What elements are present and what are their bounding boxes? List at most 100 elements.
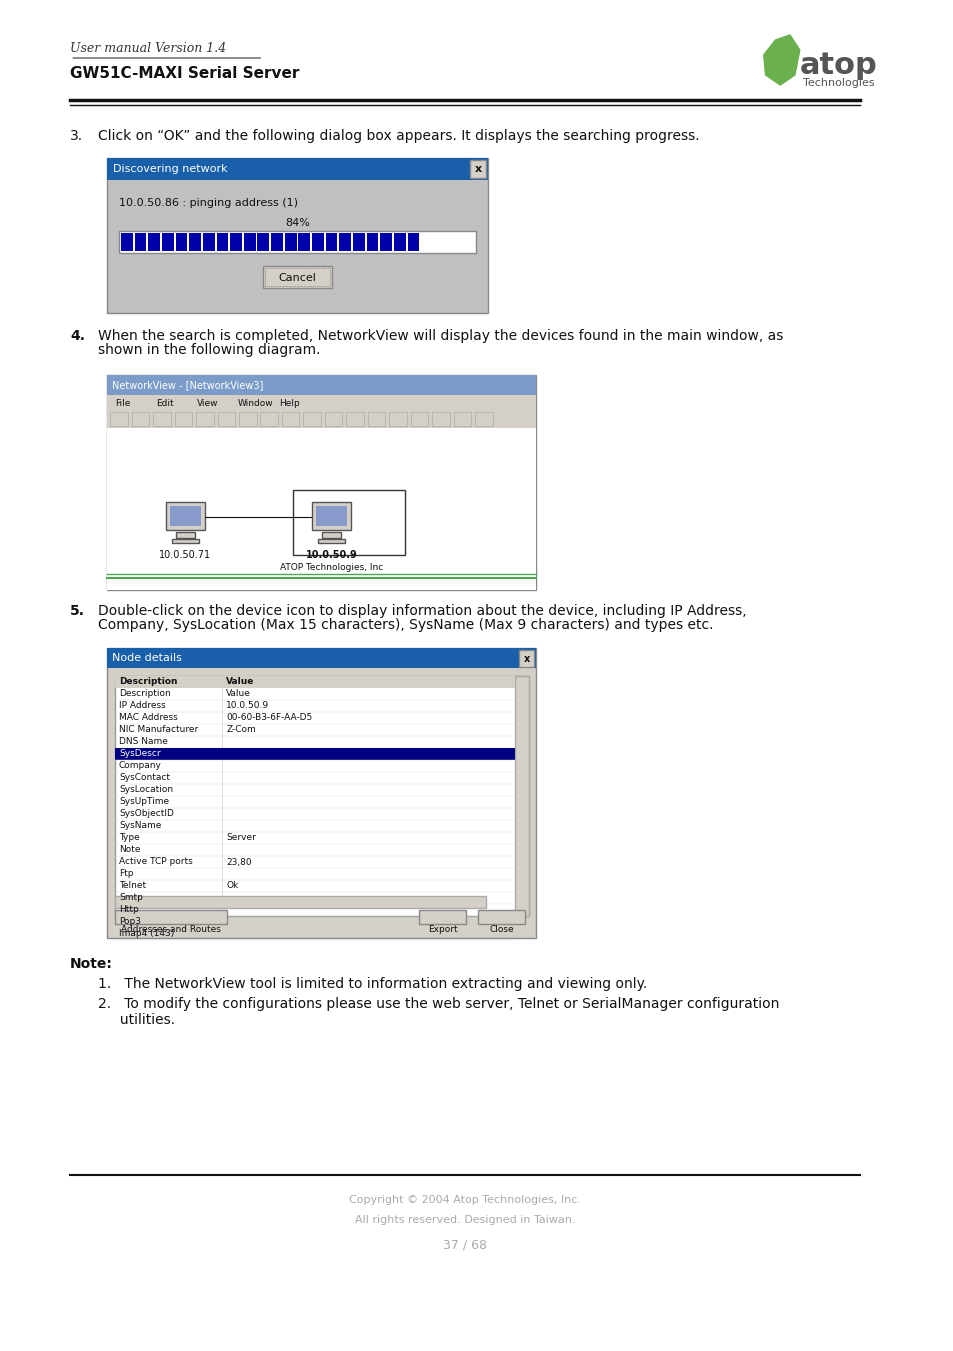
- Bar: [271, 232, 282, 251]
- Text: Smtp: Smtp: [119, 893, 143, 902]
- Bar: [111, 412, 128, 426]
- Bar: [475, 412, 492, 426]
- Text: Value: Value: [226, 689, 251, 698]
- Text: Z-Com: Z-Com: [226, 725, 255, 735]
- Bar: [346, 412, 363, 426]
- Text: 00-60-B3-6F-AA-D5: 00-60-B3-6F-AA-D5: [226, 713, 313, 723]
- Bar: [107, 409, 536, 428]
- Text: File: File: [115, 399, 131, 408]
- Text: DNS Name: DNS Name: [119, 738, 168, 747]
- Text: SysContact: SysContact: [119, 774, 170, 782]
- Bar: [515, 676, 528, 916]
- Bar: [162, 232, 173, 251]
- Bar: [325, 232, 337, 251]
- Text: User manual Version 1.4: User manual Version 1.4: [71, 42, 226, 55]
- Bar: [115, 911, 227, 924]
- Text: ATOP Technologies, Inc: ATOP Technologies, Inc: [279, 562, 383, 571]
- Text: 2.   To modify the configurations please use the web server, Telnet or SerialMan: 2. To modify the configurations please u…: [97, 997, 778, 1011]
- Text: x: x: [523, 654, 529, 663]
- Bar: [107, 376, 536, 590]
- Text: Addresses and Routes: Addresses and Routes: [121, 925, 220, 935]
- Bar: [281, 412, 299, 426]
- Bar: [339, 232, 351, 251]
- Bar: [107, 648, 536, 667]
- Bar: [366, 232, 378, 251]
- Text: View: View: [197, 399, 218, 408]
- Text: Edit: Edit: [156, 399, 173, 408]
- Text: Export: Export: [428, 925, 457, 935]
- Text: Company, SysLocation (Max 15 characters), SysName (Max 9 characters) and types e: Company, SysLocation (Max 15 characters)…: [97, 617, 712, 632]
- Bar: [317, 539, 345, 543]
- Text: Http: Http: [119, 905, 138, 915]
- Bar: [175, 232, 187, 251]
- Text: Window: Window: [237, 399, 274, 408]
- Bar: [432, 412, 449, 426]
- Bar: [153, 412, 171, 426]
- Text: SysDescr: SysDescr: [119, 750, 160, 758]
- Bar: [238, 412, 256, 426]
- Text: Active TCP ports: Active TCP ports: [119, 858, 193, 866]
- Text: SysName: SysName: [119, 821, 161, 831]
- Text: When the search is completed, NetworkView will display the devices found in the : When the search is completed, NetworkVie…: [97, 330, 782, 343]
- Bar: [166, 503, 205, 530]
- Text: 10.0.50.9: 10.0.50.9: [305, 550, 357, 561]
- Bar: [353, 232, 364, 251]
- Bar: [367, 412, 385, 426]
- Text: Note: Note: [119, 846, 140, 854]
- Text: Imap4 (143): Imap4 (143): [119, 929, 174, 939]
- Text: 5.: 5.: [71, 604, 85, 617]
- Bar: [453, 412, 471, 426]
- Text: Note:: Note:: [71, 957, 113, 971]
- Text: Copyright © 2004 Atop Technologies, Inc.: Copyright © 2004 Atop Technologies, Inc.: [349, 1196, 580, 1205]
- Text: 1.   The NetworkView tool is limited to information extracting and viewing only.: 1. The NetworkView tool is limited to in…: [97, 977, 646, 992]
- Text: 4.: 4.: [71, 330, 85, 343]
- Text: IP Address: IP Address: [119, 701, 166, 711]
- Text: Telnet: Telnet: [119, 881, 146, 890]
- Text: All rights reserved. Designed in Taiwan.: All rights reserved. Designed in Taiwan.: [355, 1215, 575, 1225]
- Text: Value: Value: [226, 677, 254, 686]
- Bar: [312, 232, 323, 251]
- Bar: [410, 412, 428, 426]
- Bar: [107, 376, 536, 394]
- Text: 3.: 3.: [71, 128, 83, 143]
- Bar: [172, 539, 199, 543]
- Bar: [285, 232, 296, 251]
- Bar: [230, 232, 242, 251]
- Bar: [303, 412, 320, 426]
- Bar: [107, 394, 536, 409]
- Text: 10.0.50.71: 10.0.50.71: [159, 550, 212, 561]
- Text: NIC Manufacturer: NIC Manufacturer: [119, 725, 198, 735]
- Text: NetworkView - [NetworkView3]: NetworkView - [NetworkView3]: [112, 380, 263, 390]
- Bar: [257, 232, 269, 251]
- Text: SysUpTime: SysUpTime: [119, 797, 169, 807]
- Bar: [321, 532, 341, 538]
- Text: SysLocation: SysLocation: [119, 785, 172, 794]
- Text: Company: Company: [119, 762, 162, 770]
- Text: 10.0.50.9: 10.0.50.9: [226, 701, 269, 711]
- Bar: [394, 232, 405, 251]
- Text: Server: Server: [226, 834, 256, 843]
- Text: 10.0.50.86 : pinging address (1): 10.0.50.86 : pinging address (1): [119, 199, 297, 208]
- Text: SysObjectID: SysObjectID: [119, 809, 173, 819]
- Bar: [107, 428, 536, 590]
- Bar: [203, 232, 214, 251]
- Bar: [293, 490, 404, 555]
- Text: Double-click on the device icon to display information about the device, includi: Double-click on the device icon to displ…: [97, 604, 745, 617]
- Text: Node details: Node details: [112, 653, 182, 663]
- Bar: [132, 412, 149, 426]
- Text: utilities.: utilities.: [97, 1013, 174, 1027]
- Bar: [518, 650, 534, 667]
- Text: Pop3: Pop3: [119, 917, 141, 927]
- Bar: [195, 412, 213, 426]
- Bar: [407, 232, 419, 251]
- Polygon shape: [763, 35, 799, 85]
- Bar: [217, 412, 234, 426]
- Text: Description: Description: [119, 689, 171, 698]
- Text: 23,80: 23,80: [226, 858, 252, 866]
- Bar: [315, 507, 347, 526]
- Bar: [244, 232, 255, 251]
- Text: Click on “OK” and the following dialog box appears. It displays the searching pr: Click on “OK” and the following dialog b…: [97, 128, 699, 143]
- Text: shown in the following diagram.: shown in the following diagram.: [97, 343, 319, 357]
- Bar: [263, 266, 332, 288]
- Text: 84%: 84%: [285, 218, 310, 228]
